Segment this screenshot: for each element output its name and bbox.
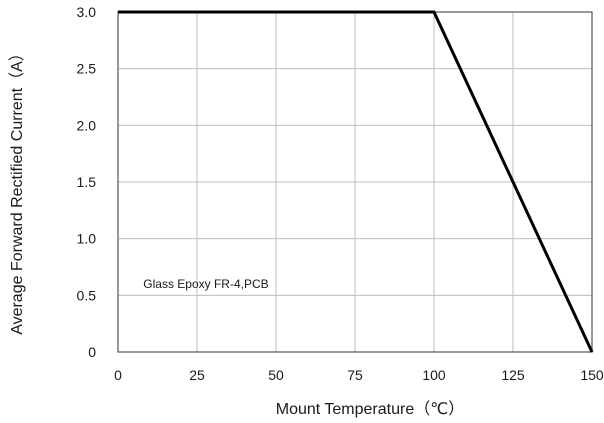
x-tick-labels: 0 25 50 75 100 125 150 <box>114 367 604 383</box>
x-tick-label: 50 <box>268 367 284 383</box>
annotations: Glass Epoxy FR-4,PCB <box>143 277 268 291</box>
x-tick-label: 0 <box>114 367 122 383</box>
y-tick-label: 3.0 <box>77 4 97 20</box>
x-tick-label: 75 <box>347 367 363 383</box>
y-tick-label: 2.0 <box>77 117 97 133</box>
x-tick-label: 25 <box>189 367 205 383</box>
y-tick-label: 0.5 <box>77 287 97 303</box>
y-tick-labels: 0 0.5 1.0 1.5 2.0 2.5 3.0 <box>77 4 97 360</box>
x-tick-label: 150 <box>580 367 604 383</box>
y-tick-label: 2.5 <box>77 61 97 77</box>
x-tick-label: 125 <box>501 367 525 383</box>
y-tick-label: 0 <box>88 344 96 360</box>
y-axis-label: Average Forward Rectified Current（A） <box>8 45 26 335</box>
y-tick-label: 1.0 <box>77 231 97 247</box>
x-axis-label: Mount Temperature（℃） <box>276 400 464 418</box>
grid-lines <box>118 12 592 352</box>
annotation-label: Glass Epoxy FR-4,PCB <box>143 277 268 291</box>
y-tick-label: 1.5 <box>77 174 97 190</box>
x-tick-label: 100 <box>422 367 446 383</box>
